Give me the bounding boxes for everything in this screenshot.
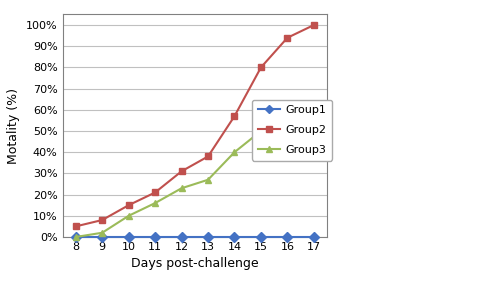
Group1 — [284, 235, 290, 239]
Group3 — [99, 231, 105, 234]
Group1 — [126, 235, 132, 239]
Group3 — [204, 178, 210, 181]
Legend: Group1, Group2, Group3: Group1, Group2, Group3 — [252, 100, 331, 161]
Group3 — [310, 106, 316, 110]
Group2 — [179, 170, 184, 173]
Group3 — [73, 235, 79, 239]
Group1 — [152, 235, 157, 239]
Line: Group2: Group2 — [72, 22, 317, 230]
Group3 — [179, 186, 184, 190]
Group2 — [310, 23, 316, 27]
Group2 — [152, 191, 157, 194]
Group1 — [73, 235, 79, 239]
Group1 — [204, 235, 210, 239]
Line: Group1: Group1 — [72, 234, 317, 240]
Group1 — [179, 235, 184, 239]
Group2 — [126, 203, 132, 207]
Group3 — [257, 129, 263, 133]
Group3 — [284, 114, 290, 118]
Group2 — [257, 66, 263, 69]
Group2 — [99, 218, 105, 222]
Group1 — [231, 235, 237, 239]
Group2 — [73, 225, 79, 228]
Group1 — [310, 235, 316, 239]
Group3 — [231, 151, 237, 154]
Group2 — [231, 114, 237, 118]
Group3 — [126, 214, 132, 218]
Group1 — [99, 235, 105, 239]
Group2 — [204, 155, 210, 158]
Group3 — [152, 201, 157, 205]
X-axis label: Days post-challenge: Days post-challenge — [131, 257, 258, 271]
Y-axis label: Motality (%): Motality (%) — [8, 88, 21, 164]
Group1 — [257, 235, 263, 239]
Group2 — [284, 36, 290, 40]
Line: Group3: Group3 — [72, 104, 317, 240]
